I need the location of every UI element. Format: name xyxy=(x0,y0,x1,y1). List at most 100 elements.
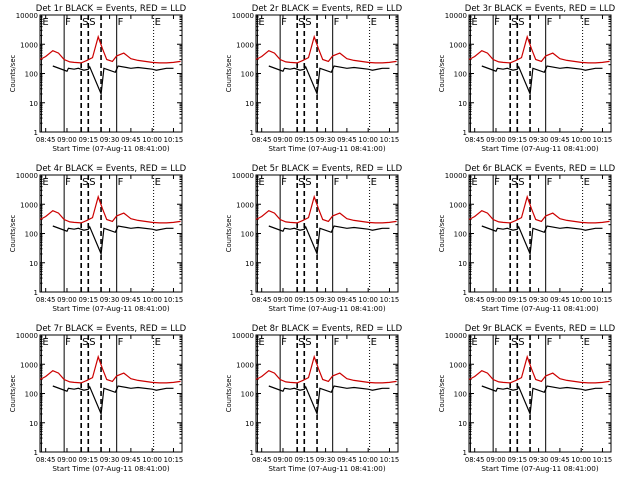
marker-label: E xyxy=(42,17,48,28)
x-tick-label: 10:00 xyxy=(142,296,162,304)
lld-series-line xyxy=(255,194,397,224)
panel-title: Det 6r BLACK = Events, RED = LLD xyxy=(465,164,616,174)
marker-label: S xyxy=(82,17,88,28)
marker-label: S xyxy=(305,337,311,348)
plot-frame xyxy=(39,174,183,293)
y-tick-label: 1 xyxy=(34,449,38,457)
detector-panel: Det 8r BLACK = Events, RED = LLD 1 10 100 10… xyxy=(225,324,403,473)
x-tick-label: 09:00 xyxy=(273,296,293,304)
x-tick-label: 09:15 xyxy=(294,296,314,304)
x-tick-label: 09:15 xyxy=(78,136,98,144)
y-tick-label: 10000 xyxy=(16,172,38,180)
detector-panel: Det 9r BLACK = Events, RED = LLD 1 10 100 10… xyxy=(438,324,616,473)
marker-label: S xyxy=(89,337,95,348)
y-axis-label: Counts/sec xyxy=(438,215,446,253)
detector-panel: Det 6r BLACK = Events, RED = LLD 1 10 100 10… xyxy=(438,164,616,313)
detector-panel: Det 4r BLACK = Events, RED = LLD 1 10 100 10… xyxy=(9,164,187,313)
marker-label: S xyxy=(518,17,524,28)
x-tick-label: 09:15 xyxy=(507,136,527,144)
y-tick-label: 1 xyxy=(463,129,467,137)
y-axis-label: Counts/sec xyxy=(225,375,233,413)
marker-label: E xyxy=(371,17,377,28)
x-tick-label: 10:15 xyxy=(380,296,400,304)
events-series-line xyxy=(268,225,390,257)
events-series-line xyxy=(481,65,603,97)
marker-label: E xyxy=(471,17,477,28)
marker-label: S xyxy=(82,337,88,348)
y-tick-label: 10 xyxy=(29,100,38,108)
x-tick-label: 09:00 xyxy=(486,456,506,464)
marker-label: S xyxy=(511,337,517,348)
x-tick-label: 09:00 xyxy=(486,136,506,144)
x-tick-label: 09:30 xyxy=(316,456,336,464)
events-series-line xyxy=(481,225,603,257)
y-tick-label: 100 xyxy=(454,71,467,79)
marker-label: S xyxy=(305,177,311,188)
y-tick-label: 10000 xyxy=(445,12,467,20)
marker-label: E xyxy=(471,177,477,188)
y-tick-label: 1 xyxy=(250,449,254,457)
y-axis-label: Counts/sec xyxy=(9,55,17,93)
x-axis-label: Start Time (07-Aug-11 08:41:00) xyxy=(481,304,598,313)
x-tick-label: 10:15 xyxy=(593,456,613,464)
x-tick-label: 09:30 xyxy=(529,136,549,144)
marker-label: S xyxy=(298,337,304,348)
x-tick-label: 09:45 xyxy=(121,296,141,304)
marker-label: E xyxy=(42,177,48,188)
panel-title: Det 9r BLACK = Events, RED = LLD xyxy=(465,324,616,334)
marker-label: F xyxy=(334,17,340,28)
x-tick-label: 09:45 xyxy=(337,296,357,304)
detector-panel: Det 7r BLACK = Events, RED = LLD 1 10 100 10… xyxy=(9,324,187,473)
x-axis-label: Start Time (07-Aug-11 08:41:00) xyxy=(481,144,598,153)
marker-label: E xyxy=(258,337,264,348)
plot-frame xyxy=(39,14,183,133)
y-tick-label: 1 xyxy=(463,449,467,457)
marker-label: S xyxy=(89,17,95,28)
events-series-line xyxy=(481,385,603,417)
y-axis-label: Counts/sec xyxy=(438,375,446,413)
x-tick-label: 10:00 xyxy=(358,456,378,464)
x-tick-label: 09:15 xyxy=(507,456,527,464)
marker-label: E xyxy=(371,337,377,348)
marker-label: F xyxy=(281,17,287,28)
panel-title: Det 2r BLACK = Events, RED = LLD xyxy=(252,4,403,14)
y-tick-label: 1 xyxy=(250,289,254,297)
y-tick-label: 10 xyxy=(245,260,254,268)
x-tick-label: 08:45 xyxy=(252,296,272,304)
y-tick-label: 1 xyxy=(250,129,254,137)
marker-label: F xyxy=(494,17,500,28)
x-axis-label: Start Time (07-Aug-11 08:41:00) xyxy=(268,304,385,313)
y-tick-label: 10 xyxy=(245,100,254,108)
panel-title: Det 5r BLACK = Events, RED = LLD xyxy=(252,164,403,174)
y-tick-label: 10000 xyxy=(16,12,38,20)
x-tick-label: 09:00 xyxy=(486,296,506,304)
y-tick-label: 10000 xyxy=(16,332,38,340)
y-tick-label: 10000 xyxy=(232,332,254,340)
marker-label: F xyxy=(494,177,500,188)
x-tick-label: 09:45 xyxy=(550,296,570,304)
x-tick-label: 09:00 xyxy=(57,136,77,144)
x-tick-label: 10:00 xyxy=(358,136,378,144)
x-tick-label: 08:45 xyxy=(465,136,485,144)
x-tick-label: 09:15 xyxy=(78,456,98,464)
y-tick-label: 1000 xyxy=(236,201,254,209)
events-series-line xyxy=(268,65,390,97)
marker-label: E xyxy=(155,337,161,348)
lld-series-line xyxy=(468,354,610,384)
marker-label: S xyxy=(298,177,304,188)
marker-label: E xyxy=(584,177,590,188)
marker-label: S xyxy=(305,17,311,28)
plot-frame xyxy=(255,174,399,293)
detector-panel: Det 5r BLACK = Events, RED = LLD 1 10 100 10… xyxy=(225,164,403,313)
x-tick-label: 08:45 xyxy=(465,296,485,304)
marker-label: F xyxy=(65,17,71,28)
marker-label: F xyxy=(494,337,500,348)
marker-label: S xyxy=(511,17,517,28)
y-tick-label: 100 xyxy=(454,231,467,239)
x-tick-label: 09:15 xyxy=(294,136,314,144)
marker-label: S xyxy=(511,177,517,188)
x-tick-label: 09:30 xyxy=(100,296,120,304)
y-tick-label: 1000 xyxy=(449,201,467,209)
y-tick-label: 100 xyxy=(25,391,38,399)
